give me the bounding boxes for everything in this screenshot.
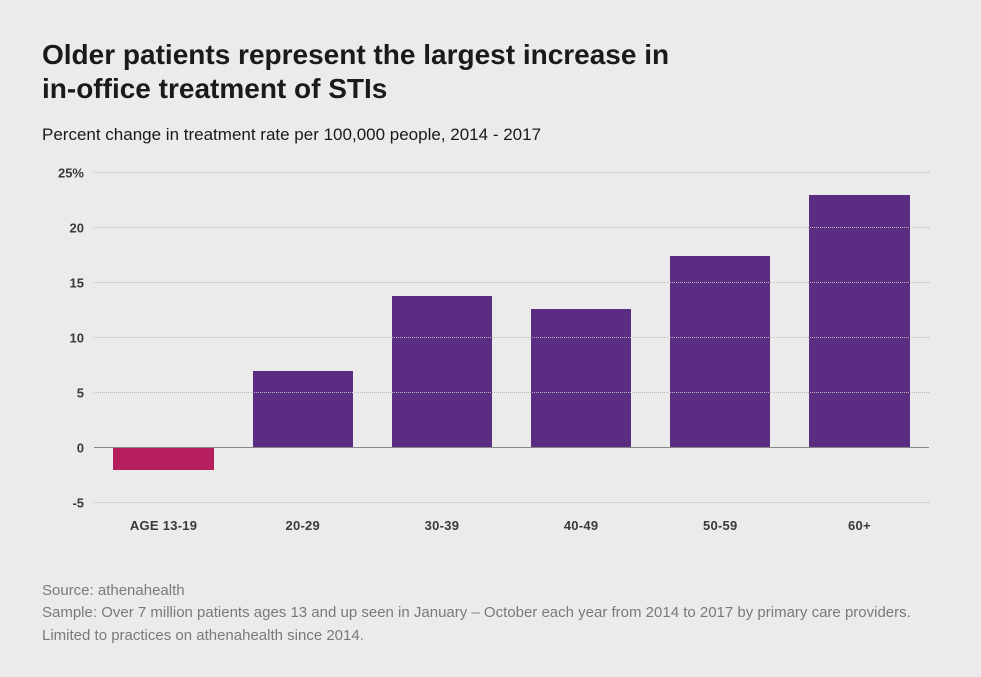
chart-area: -50510152025% AGE 13-1920-2930-3940-4950… — [52, 173, 929, 533]
x-axis-labels: AGE 13-1920-2930-3940-4950-5960+ — [94, 518, 929, 533]
y-axis-label: -5 — [72, 496, 94, 511]
footer-sample-2: Limited to practices on athenahealth sin… — [42, 625, 939, 648]
title-line-2: in-office treatment of STIs — [42, 73, 387, 104]
title-line-1: Older patients represent the largest inc… — [42, 39, 669, 70]
bar — [392, 296, 492, 448]
bar-slot — [372, 173, 511, 503]
x-axis-label: 20-29 — [233, 518, 372, 533]
gridline: 5 — [94, 392, 929, 393]
bar — [670, 256, 770, 449]
gridline: 15 — [94, 282, 929, 283]
y-axis-label: 20 — [70, 221, 94, 236]
bar-slot — [651, 173, 790, 503]
y-axis-label: 0 — [77, 441, 94, 456]
gridline: 25% — [94, 172, 929, 173]
x-axis-label: 30-39 — [372, 518, 511, 533]
y-axis-label: 25% — [58, 166, 94, 181]
gridline: -5 — [94, 502, 929, 503]
y-axis-label: 15 — [70, 276, 94, 291]
y-axis-label: 5 — [77, 386, 94, 401]
x-axis-label: 50-59 — [651, 518, 790, 533]
bar — [253, 371, 353, 448]
bar — [531, 309, 631, 449]
chart-footer: Source: athenahealth Sample: Over 7 mill… — [42, 580, 939, 648]
bars-group — [94, 173, 929, 503]
gridline: 10 — [94, 337, 929, 338]
bar-slot — [512, 173, 651, 503]
bar — [113, 448, 213, 470]
x-axis-label: AGE 13-19 — [94, 518, 233, 533]
y-axis-label: 10 — [70, 331, 94, 346]
plot-area: -5 0 5 10 15 20 25% — [94, 173, 929, 503]
x-axis-label: 60+ — [790, 518, 929, 533]
gridline-zero: 0 — [94, 447, 929, 448]
gridline: 20 — [94, 227, 929, 228]
footer-sample-1: Sample: Over 7 million patients ages 13 … — [42, 602, 939, 625]
x-axis-label: 40-49 — [512, 518, 651, 533]
bar-slot — [233, 173, 372, 503]
chart-title: Older patients represent the largest inc… — [42, 38, 939, 105]
chart-container: Older patients represent the largest inc… — [0, 0, 981, 677]
bar — [809, 195, 909, 448]
chart-subtitle: Percent change in treatment rate per 100… — [42, 125, 939, 145]
footer-source: Source: athenahealth — [42, 580, 939, 603]
bar-slot — [94, 173, 233, 503]
bar-slot — [790, 173, 929, 503]
